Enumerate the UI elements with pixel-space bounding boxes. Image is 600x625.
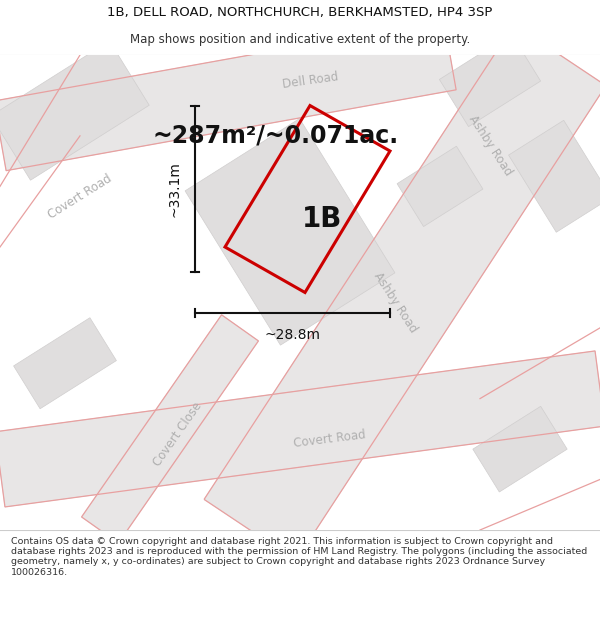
Text: Covert Road: Covert Road (293, 428, 367, 450)
Text: Ashby Road: Ashby Road (371, 270, 419, 335)
Polygon shape (185, 119, 395, 345)
Text: Dell Road: Dell Road (281, 70, 339, 91)
Polygon shape (439, 34, 541, 127)
Polygon shape (397, 146, 483, 226)
Polygon shape (0, 351, 600, 507)
Text: 1B: 1B (302, 205, 343, 233)
Polygon shape (473, 406, 567, 492)
Polygon shape (14, 318, 116, 409)
Text: Covert Road: Covert Road (46, 172, 114, 221)
Text: Covert Close: Covert Close (151, 399, 205, 469)
Polygon shape (204, 24, 600, 561)
Text: Contains OS data © Crown copyright and database right 2021. This information is : Contains OS data © Crown copyright and d… (11, 537, 587, 577)
Polygon shape (509, 120, 600, 232)
Text: ~33.1m: ~33.1m (168, 161, 182, 217)
Polygon shape (0, 20, 456, 171)
Text: 1B, DELL ROAD, NORTHCHURCH, BERKHAMSTED, HP4 3SP: 1B, DELL ROAD, NORTHCHURCH, BERKHAMSTED,… (107, 6, 493, 19)
Text: ~28.8m: ~28.8m (265, 328, 320, 342)
Polygon shape (0, 41, 149, 180)
Polygon shape (82, 315, 259, 543)
Text: ~287m²/~0.071ac.: ~287m²/~0.071ac. (153, 124, 399, 148)
Text: Map shows position and indicative extent of the property.: Map shows position and indicative extent… (130, 33, 470, 46)
Text: Ashby Road: Ashby Road (466, 113, 514, 179)
